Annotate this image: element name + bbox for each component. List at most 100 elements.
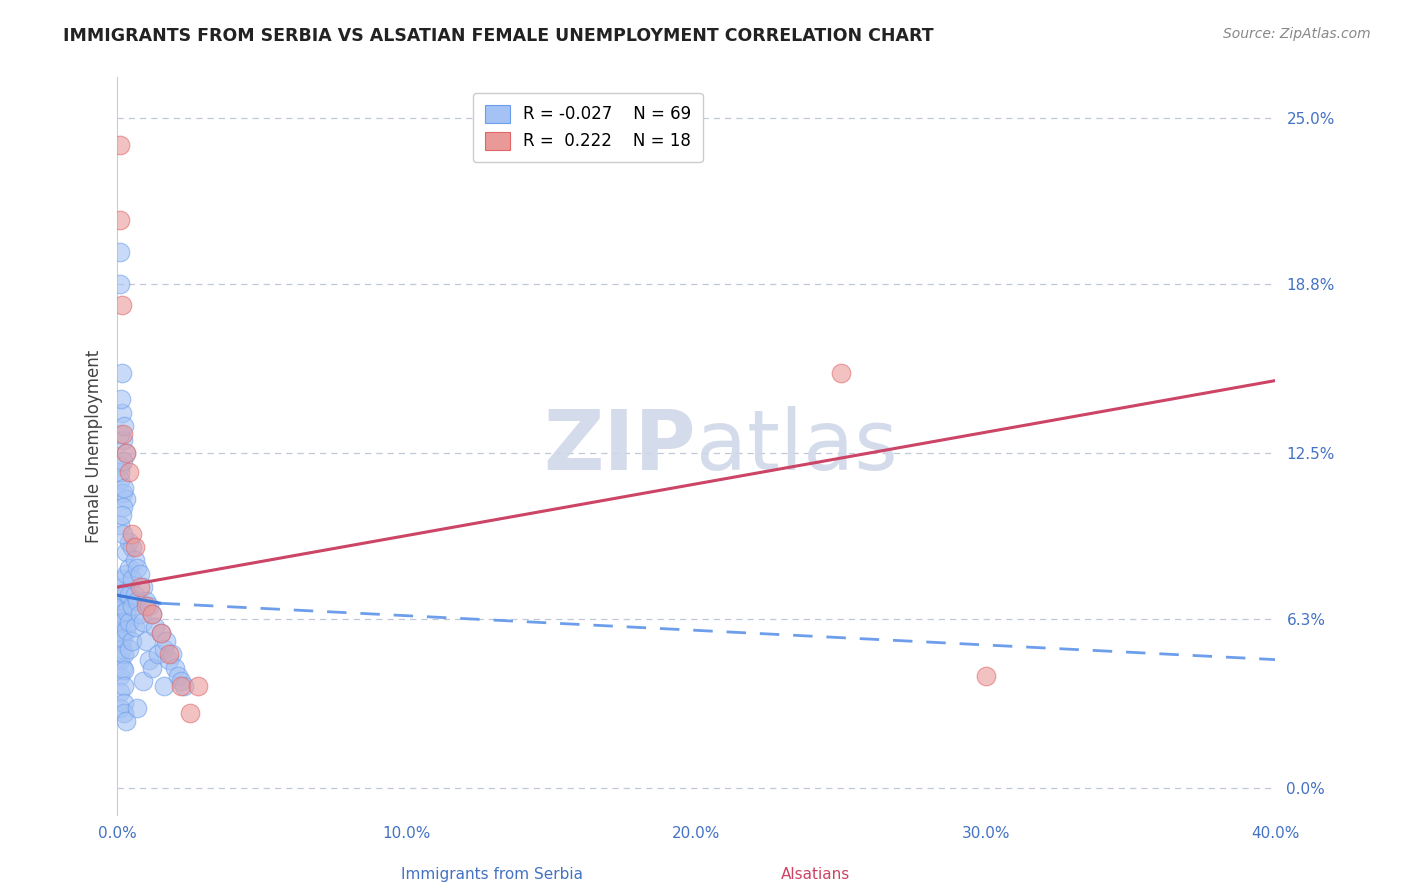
Point [108,685,131,699]
Point [110,615,132,629]
Text: IMMIGRANTS FROM SERBIA VS ALSATIAN FEMALE UNEMPLOYMENT CORRELATION CHART: IMMIGRANTS FROM SERBIA VS ALSATIAN FEMAL… [63,27,934,45]
Point [108,607,131,621]
Point [152,680,174,694]
Point [129,566,152,581]
Point [121,526,143,541]
Point [165,660,187,674]
Legend: R = -0.027    N = 69, R =  0.222    N = 18: R = -0.027 N = 69, R = 0.222 N = 18 [472,93,703,162]
Point [108,244,131,259]
Text: Alsatians: Alsatians [780,867,851,881]
Point [108,669,131,683]
Point [111,607,134,621]
Point [110,593,132,607]
Point [124,588,146,602]
Point [111,660,134,674]
Point [112,419,135,434]
Point [111,433,134,447]
Point [121,572,143,586]
Point [112,663,135,677]
Point [110,366,132,380]
Point [111,585,134,599]
Point [108,277,131,291]
Point [108,459,131,474]
Point [118,641,141,656]
Point [115,714,138,729]
Point [111,625,134,640]
Point [157,647,180,661]
Point [160,647,183,661]
Point [129,580,152,594]
Point [108,212,131,227]
Point [108,652,131,666]
Point [110,580,132,594]
Point [146,647,169,661]
Point [132,615,155,629]
Point [141,607,163,621]
Point [111,526,134,541]
Point [127,561,149,575]
Point [135,593,157,607]
Point [170,680,193,694]
Point [138,599,160,613]
Point [112,706,135,721]
Point [110,392,132,407]
Point [110,599,132,613]
Point [115,585,138,599]
Point [155,633,177,648]
Point [111,615,134,629]
Point [118,465,141,479]
Point [135,633,157,648]
Point [115,623,138,637]
Point [111,599,134,613]
Point [108,427,131,442]
Point [127,593,149,607]
Point [152,641,174,656]
Point [110,298,132,312]
Point [111,500,134,514]
Point [170,674,193,689]
Point [830,366,852,380]
Point [111,454,134,468]
Point [121,540,143,554]
Point [124,540,146,554]
Point [108,518,131,533]
Point [124,553,146,567]
Point [118,561,141,575]
Point [138,652,160,666]
Point [121,633,143,648]
Point [167,669,190,683]
Point [157,652,180,666]
Point [112,696,135,710]
Point [141,607,163,621]
Point [115,446,138,460]
Point [149,625,172,640]
Point [108,625,131,640]
Point [115,545,138,559]
Point [179,706,201,721]
Point [112,680,135,694]
Point [149,625,172,640]
Point [115,491,138,506]
Point [118,588,141,602]
Point [974,669,997,683]
Point [115,604,138,618]
Point [111,572,134,586]
Point [112,481,135,495]
Point [118,534,141,549]
Point [108,465,131,479]
Point [108,588,131,602]
Point [141,660,163,674]
Point [129,607,152,621]
Point [118,615,141,629]
Point [111,631,134,645]
Point [132,580,155,594]
Point [173,680,195,694]
Point [111,486,134,500]
Point [111,641,134,656]
Point [110,406,132,420]
Text: Immigrants from Serbia: Immigrants from Serbia [401,867,583,881]
Point [132,674,155,689]
Text: ZIP: ZIP [544,406,696,487]
Point [112,647,135,661]
Point [111,427,134,442]
